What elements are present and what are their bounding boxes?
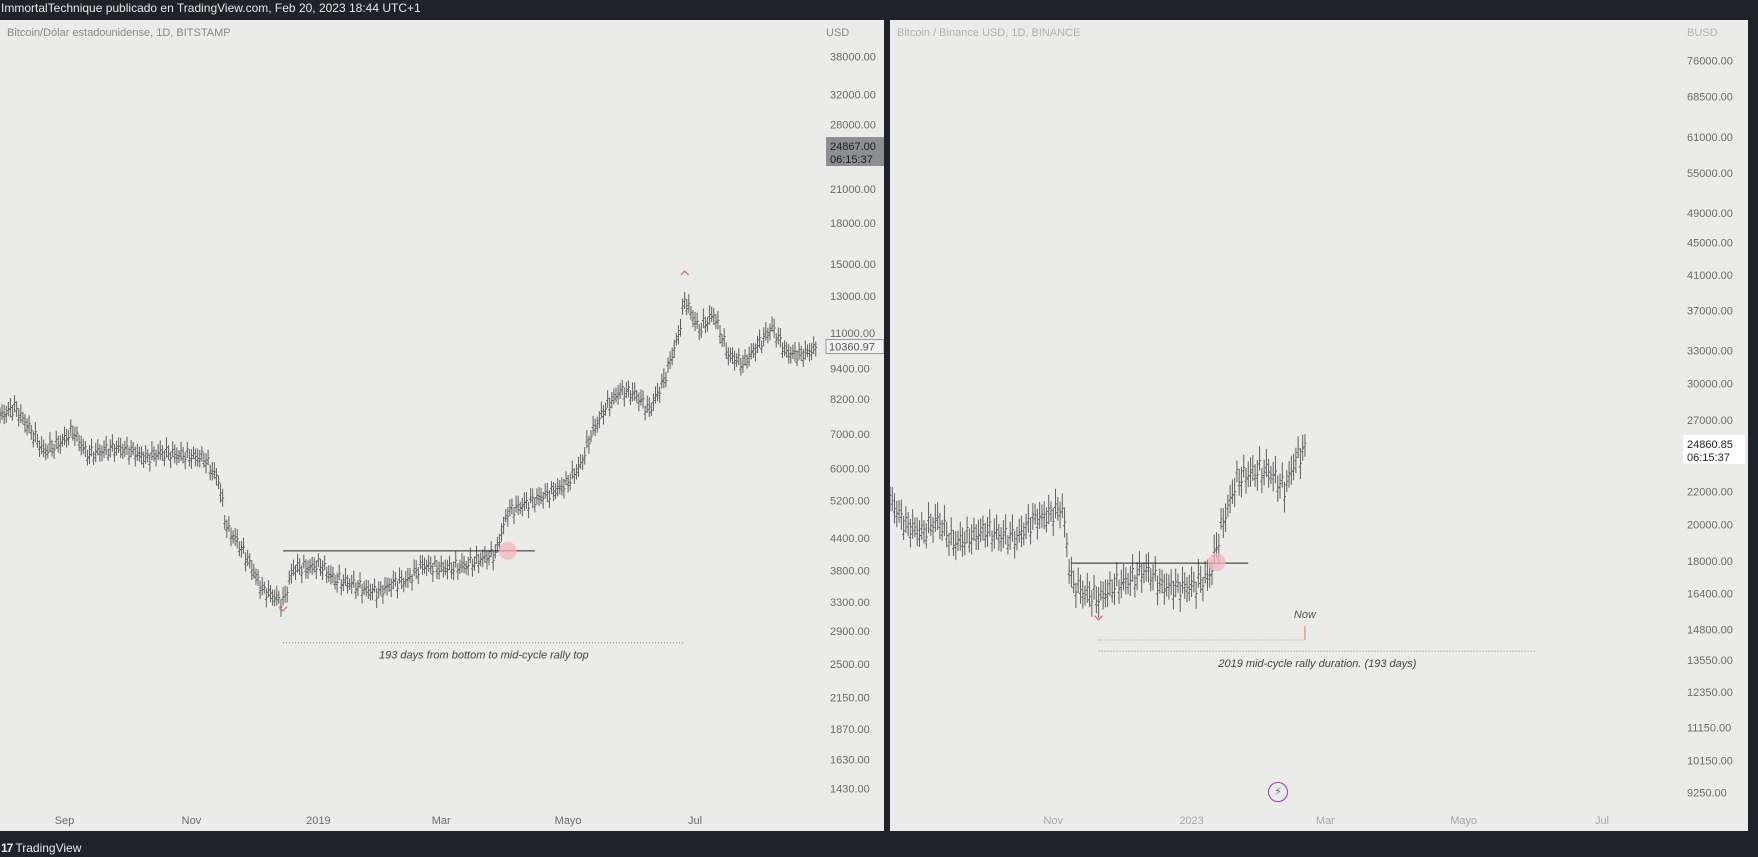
price-label: 24867.00 [830,141,876,153]
x-tick-label: Jul [688,815,702,827]
x-tick-label: 2023 [1179,815,1203,827]
y-tick-label: 15000.00 [830,259,876,271]
y-tick-label: 32000.00 [830,90,876,102]
currency-label: BUSD [1687,27,1718,39]
y-tick-label: 2900.00 [830,626,870,638]
y-tick-label: 1870.00 [830,724,870,736]
price-label: 24860.85 [1687,439,1733,451]
y-tick-label: 18000.00 [1687,556,1733,568]
y-tick-label: 27000.00 [1687,415,1733,427]
x-tick-label: Mayo [1450,815,1477,827]
y-tick-label: 20000.00 [1687,520,1733,532]
last-price-box [825,339,884,355]
countdown-label: 06:15:37 [1687,452,1730,464]
currency-label: USD [826,27,850,39]
x-tick-label: Sep [55,815,75,827]
tradingview-logo[interactable]: 17 TradingView [1,841,81,855]
y-tick-label: 61000.00 [1687,132,1733,144]
y-tick-label: 4400.00 [830,533,870,545]
chart-title: Bitcoin/Dólar estadounidense, 1D, BITSTA… [7,27,231,39]
price-chart[interactable]: Nov 2023 Mar Mayo Jul 76000.00 68500.00 61000.0… [890,20,1748,831]
y-tick-label: 45000.00 [1687,238,1733,250]
breakout-highlight [1207,553,1226,572]
publisher-line: ImmortalTechnique publicado en TradingVi… [1,1,421,15]
chart-panel-btcbusd[interactable]: Bitcoin / Binance USD, 1D, BINANCE BUSD … [890,20,1748,831]
x-tick-label: Nov [1043,815,1063,827]
price-label-box [1683,434,1745,464]
bottom-marker-icon [278,606,288,612]
y-tick-label: 8200.00 [830,394,870,406]
duration-annotation: 193 days from bottom to mid-cycle rally … [379,650,589,662]
footer-bar: 17 TradingView [0,838,1758,857]
y-tick-label: 12350.00 [1687,687,1733,699]
y-tick-label: 18000.00 [830,218,876,230]
price-label-box [826,137,884,167]
countdown-label: 06:15:37 [830,154,873,166]
y-tick-label: 37000.00 [1687,306,1733,318]
y-tick-label: 38000.00 [830,51,876,63]
y-tick-label: 22000.00 [1687,486,1733,498]
breakout-highlight [498,541,517,560]
y-tick-label: 10150.00 [1687,755,1733,767]
y-tick-label: 13550.00 [1687,655,1733,667]
duration-annotation: 2019 mid-cycle rally duration. (193 days… [1217,658,1416,670]
y-tick-label: 41000.00 [1687,270,1733,282]
y-tick-label: 9250.00 [1687,788,1727,800]
y-tick-label: 14800.00 [1687,624,1733,636]
y-tick-label: 1630.00 [830,754,870,766]
bottom-marker-icon [1094,615,1104,621]
x-tick-label: Mar [1316,815,1335,827]
y-tick-label: 1430.00 [830,784,870,796]
y-tick-label: 68500.00 [1687,92,1733,104]
y-tick-label: 3300.00 [830,597,870,609]
tradingview-logo-mark: 17 [1,841,13,855]
x-tick-label: Mar [432,815,451,827]
y-tick-label: 33000.00 [1687,345,1733,357]
price-chart[interactable]: Sep Nov 2019 Mar Mayo Jul 38000.00 32000.00 2800… [0,20,884,831]
y-tick-label: 13000.00 [830,291,876,303]
lightning-icon[interactable]: ⚡ [1268,782,1288,802]
now-label: Now [1294,609,1317,621]
chart-panel-btcusd[interactable]: Bitcoin/Dólar estadounidense, 1D, BITSTA… [0,20,884,831]
y-tick-label: 49000.00 [1687,208,1733,220]
y-tick-label: 30000.00 [1687,379,1733,391]
y-tick-label: 5200.00 [830,495,870,507]
x-tick-label: Mayo [555,815,582,827]
last-price-label: 10360.97 [829,342,875,354]
x-tick-label: Jul [1595,815,1609,827]
y-tick-label: 2150.00 [830,693,870,705]
top-marker-icon [680,269,690,276]
candles [890,434,1307,618]
brand-name: TradingView [15,841,82,855]
y-tick-label: 16400.00 [1687,589,1733,601]
x-tick-label: 2019 [306,815,330,827]
y-tick-label: 11000.00 [830,328,875,340]
y-tick-label: 21000.00 [830,184,876,196]
y-tick-label: 3800.00 [830,565,870,577]
chart-title: Bitcoin / Binance USD, 1D, BINANCE [897,27,1081,39]
candles [0,291,818,617]
y-tick-label: 76000.00 [1687,55,1733,67]
y-tick-label: 6000.00 [830,464,870,476]
y-tick-label: 28000.00 [830,120,876,132]
y-tick-label: 55000.00 [1687,168,1733,180]
y-tick-label: 9400.00 [830,363,870,375]
y-tick-label: 2500.00 [830,659,870,671]
y-tick-label: 11150.00 [1687,723,1731,735]
y-tick-label: 7000.00 [830,429,870,441]
x-tick-label: Nov [182,815,202,827]
